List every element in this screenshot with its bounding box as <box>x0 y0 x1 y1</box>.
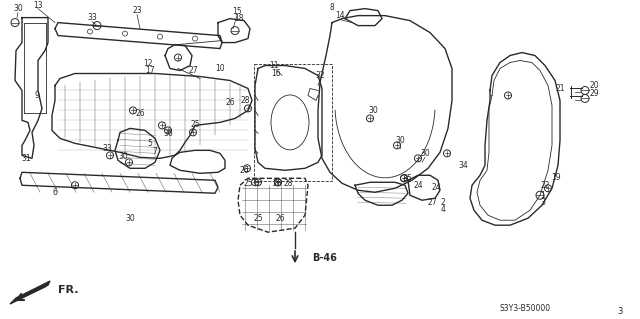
Text: 26: 26 <box>275 214 285 223</box>
Text: 34: 34 <box>458 161 468 170</box>
Text: 33: 33 <box>87 13 97 22</box>
Text: 30: 30 <box>420 149 430 158</box>
Text: 17: 17 <box>145 66 155 75</box>
Text: 6: 6 <box>52 188 58 197</box>
Text: 18: 18 <box>234 14 244 23</box>
Text: 27: 27 <box>188 66 198 75</box>
Text: 19: 19 <box>551 173 561 182</box>
Text: 12: 12 <box>143 59 153 68</box>
Text: 30: 30 <box>125 214 135 223</box>
Text: 25: 25 <box>253 214 263 223</box>
Text: 3: 3 <box>541 198 545 207</box>
Text: 28: 28 <box>240 96 250 105</box>
Text: 2: 2 <box>440 198 445 207</box>
Text: 25: 25 <box>243 179 253 188</box>
Text: 1: 1 <box>541 191 545 200</box>
Text: 27: 27 <box>427 198 437 207</box>
Text: 4: 4 <box>440 205 445 214</box>
Polygon shape <box>10 281 50 304</box>
Text: 24: 24 <box>413 181 423 190</box>
Text: 13: 13 <box>33 1 43 10</box>
Text: 24: 24 <box>431 183 441 192</box>
Text: 30: 30 <box>368 106 378 115</box>
Text: 16: 16 <box>271 69 281 78</box>
Text: 11: 11 <box>269 61 279 70</box>
Text: B-46: B-46 <box>312 253 337 263</box>
Text: 26: 26 <box>135 109 145 118</box>
Text: FR.: FR. <box>58 285 79 295</box>
Text: 9: 9 <box>35 91 40 100</box>
Text: 26: 26 <box>239 166 249 175</box>
Text: 30: 30 <box>118 152 128 161</box>
Text: 32: 32 <box>315 71 325 80</box>
Text: 23: 23 <box>132 6 142 15</box>
Text: S3Y3-B50000: S3Y3-B50000 <box>500 303 551 313</box>
Text: 8: 8 <box>330 3 334 12</box>
Text: 30: 30 <box>395 136 405 145</box>
Text: 20: 20 <box>590 81 600 90</box>
Text: 10: 10 <box>215 64 225 73</box>
Text: 21: 21 <box>556 84 565 93</box>
Text: 26: 26 <box>225 98 235 107</box>
Text: 7: 7 <box>152 147 157 156</box>
Text: 15: 15 <box>232 7 242 16</box>
Text: 14: 14 <box>335 11 345 20</box>
Text: 25: 25 <box>190 120 200 129</box>
Text: 33: 33 <box>102 144 112 153</box>
Text: 28: 28 <box>284 179 292 188</box>
Text: 5: 5 <box>148 139 152 148</box>
Text: 30: 30 <box>13 4 23 13</box>
Text: 29: 29 <box>590 89 600 98</box>
Text: 3: 3 <box>618 307 623 315</box>
Text: 36: 36 <box>163 129 173 138</box>
Text: 35: 35 <box>402 174 412 183</box>
Text: 31: 31 <box>21 154 31 163</box>
Text: 22: 22 <box>540 181 550 190</box>
Text: 26: 26 <box>272 179 282 188</box>
